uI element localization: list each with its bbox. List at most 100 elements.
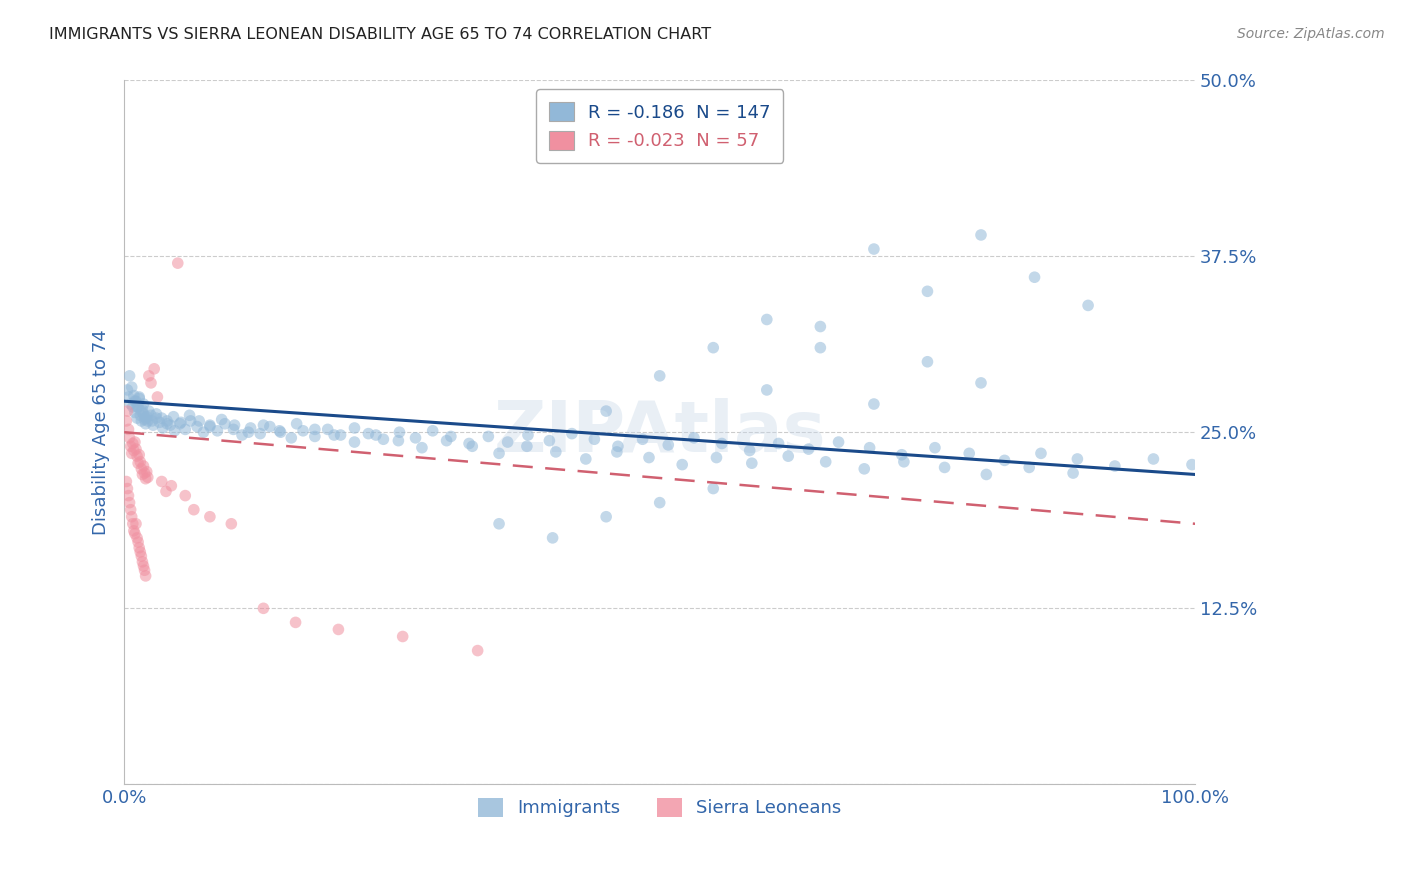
Point	[575, 452, 598, 467]
Point	[671, 458, 693, 472]
Point	[388, 425, 411, 440]
Point	[163, 424, 186, 438]
Point	[436, 434, 458, 448]
Point	[778, 449, 800, 463]
Point	[252, 601, 274, 615]
Point	[224, 418, 246, 433]
Point	[993, 453, 1015, 467]
Point	[127, 535, 149, 549]
Point	[128, 390, 150, 404]
Point	[768, 436, 790, 450]
Point	[280, 431, 302, 445]
Point	[117, 482, 139, 496]
Point	[422, 424, 444, 438]
Point	[129, 455, 152, 469]
Point	[198, 509, 221, 524]
Text: Source: ZipAtlas.com: Source: ZipAtlas.com	[1237, 27, 1385, 41]
Point	[135, 411, 157, 425]
Point	[145, 411, 167, 425]
Point	[121, 509, 143, 524]
Point	[411, 441, 433, 455]
Point	[516, 439, 538, 453]
Point	[136, 470, 159, 484]
Point	[970, 227, 993, 242]
Point	[561, 426, 583, 441]
Point	[323, 428, 346, 442]
Point	[145, 407, 167, 421]
Point	[1024, 270, 1046, 285]
Point	[638, 450, 661, 465]
Point	[1142, 452, 1164, 467]
Point	[127, 400, 149, 414]
Point	[405, 431, 427, 445]
Point	[863, 242, 886, 256]
Point	[131, 467, 153, 482]
Point	[169, 417, 191, 431]
Point	[517, 428, 540, 442]
Point	[207, 424, 229, 438]
Point	[222, 422, 245, 436]
Point	[121, 446, 143, 460]
Point	[252, 418, 274, 433]
Point	[292, 424, 315, 438]
Point	[193, 425, 215, 440]
Point	[648, 496, 671, 510]
Point	[741, 456, 763, 470]
Point	[924, 441, 946, 455]
Point	[544, 445, 567, 459]
Point	[131, 404, 153, 418]
Point	[128, 392, 150, 406]
Point	[488, 516, 510, 531]
Point	[117, 390, 139, 404]
Point	[146, 390, 169, 404]
Point	[231, 428, 253, 442]
Point	[706, 450, 728, 465]
Point	[890, 448, 912, 462]
Point	[132, 559, 155, 574]
Point	[120, 502, 142, 516]
Point	[118, 368, 141, 383]
Point	[814, 455, 837, 469]
Point	[186, 419, 208, 434]
Point	[1029, 446, 1052, 460]
Point	[221, 516, 243, 531]
Point	[132, 458, 155, 473]
Point	[131, 549, 153, 564]
Point	[122, 443, 145, 458]
Point	[115, 475, 138, 489]
Point	[440, 429, 463, 443]
Point	[1104, 458, 1126, 473]
Point	[129, 409, 152, 423]
Point	[121, 380, 143, 394]
Point	[284, 615, 307, 630]
Point	[170, 415, 193, 429]
Point	[934, 460, 956, 475]
Point	[152, 421, 174, 435]
Point	[188, 414, 211, 428]
Point	[853, 462, 876, 476]
Point	[683, 431, 706, 445]
Point	[797, 442, 820, 456]
Point	[159, 418, 181, 433]
Y-axis label: Disability Age 65 to 74: Disability Age 65 to 74	[93, 329, 110, 535]
Point	[373, 432, 395, 446]
Point	[131, 402, 153, 417]
Point	[174, 422, 197, 436]
Point	[117, 422, 139, 436]
Point	[357, 426, 380, 441]
Point	[285, 417, 308, 431]
Point	[135, 409, 157, 424]
Point	[160, 479, 183, 493]
Point	[142, 418, 165, 433]
Point	[117, 404, 139, 418]
Point	[970, 376, 993, 390]
Point	[316, 422, 339, 436]
Point	[329, 428, 352, 442]
Point	[121, 400, 143, 414]
Point	[156, 417, 179, 431]
Point	[259, 419, 281, 434]
Point	[541, 531, 564, 545]
Point	[139, 409, 162, 423]
Point	[488, 446, 510, 460]
Point	[131, 462, 153, 476]
